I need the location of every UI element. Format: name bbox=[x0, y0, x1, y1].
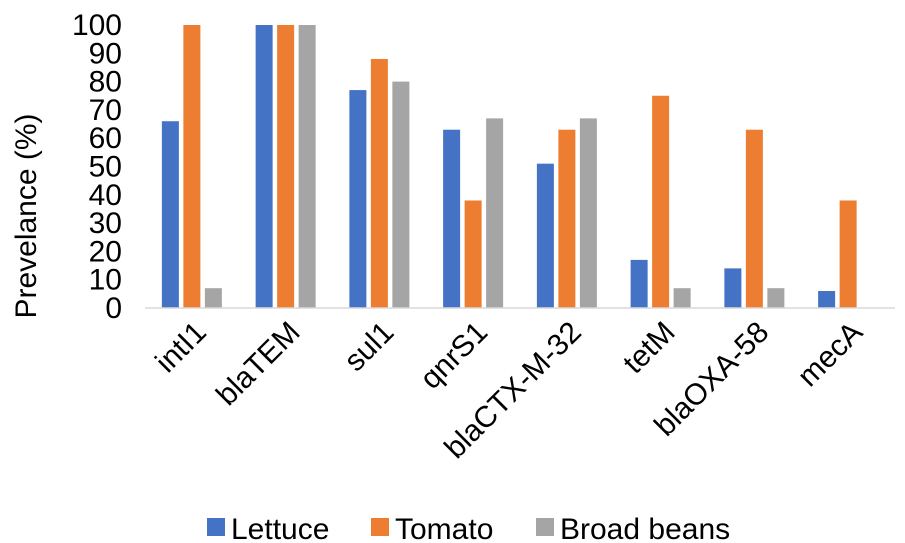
x-category-label: tetM bbox=[617, 316, 682, 381]
bar-broad-beans-blatem bbox=[299, 25, 316, 308]
bar-broad-beans-blaoxa-58 bbox=[767, 288, 784, 308]
x-category-label: qnrS1 bbox=[414, 316, 494, 396]
bar-lettuce-meca bbox=[818, 291, 835, 308]
y-tick-label: 70 bbox=[89, 94, 122, 127]
x-category-label: intI1 bbox=[149, 316, 212, 379]
y-tick-label: 50 bbox=[89, 151, 122, 184]
y-tick-label: 90 bbox=[89, 37, 122, 70]
bar-lettuce-sul1 bbox=[349, 90, 366, 308]
bar-broad-beans-sul1 bbox=[392, 82, 409, 308]
legend-label: Lettuce bbox=[231, 513, 329, 543]
bar-tomato-qnrs1 bbox=[465, 200, 482, 308]
bar-lettuce-inti1 bbox=[162, 121, 179, 308]
bar-broad-beans-inti1 bbox=[205, 288, 222, 308]
bar-broad-beans-blactx-m-32 bbox=[580, 118, 597, 308]
x-category-label: blaTEM bbox=[210, 316, 306, 412]
bar-broad-beans-tetm bbox=[674, 288, 691, 308]
y-tick-label: 60 bbox=[89, 122, 122, 155]
bar-lettuce-blaoxa-58 bbox=[724, 268, 741, 308]
y-tick-label: 80 bbox=[89, 66, 122, 99]
y-tick-label: 20 bbox=[89, 235, 122, 268]
bar-broad-beans-qnrs1 bbox=[486, 118, 503, 308]
bar-tomato-inti1 bbox=[183, 25, 200, 308]
bar-tomato-blaoxa-58 bbox=[746, 130, 763, 308]
bar-lettuce-qnrs1 bbox=[443, 130, 460, 308]
x-category-label: mecA bbox=[792, 316, 870, 394]
legend-label: Tomato bbox=[395, 513, 493, 543]
x-category-label: sul1 bbox=[338, 316, 400, 378]
legend-swatch-lettuce bbox=[207, 518, 225, 536]
y-tick-label: 40 bbox=[89, 179, 122, 212]
y-tick-label: 100 bbox=[72, 9, 122, 42]
bars bbox=[162, 25, 857, 308]
y-tick-label: 30 bbox=[89, 207, 122, 240]
bar-lettuce-blatem bbox=[256, 25, 273, 308]
bar-tomato-tetm bbox=[652, 96, 669, 308]
legend: Lettuce Tomato Broad beans bbox=[207, 513, 730, 543]
bar-lettuce-tetm bbox=[631, 260, 648, 308]
bar-tomato-meca bbox=[840, 200, 857, 308]
bar-lettuce-blactx-m-32 bbox=[537, 164, 554, 308]
legend-swatch-tomato bbox=[371, 518, 389, 536]
bar-tomato-sul1 bbox=[371, 59, 388, 308]
y-axis-title: Prevelance (%) bbox=[10, 113, 43, 318]
y-tick-label: 0 bbox=[105, 292, 122, 325]
y-tick-label: 10 bbox=[89, 264, 122, 297]
legend-swatch-broad-beans bbox=[536, 518, 554, 536]
bar-tomato-blactx-m-32 bbox=[558, 130, 575, 308]
legend-label: Broad beans bbox=[560, 513, 730, 543]
bar-tomato-blatem bbox=[277, 25, 294, 308]
